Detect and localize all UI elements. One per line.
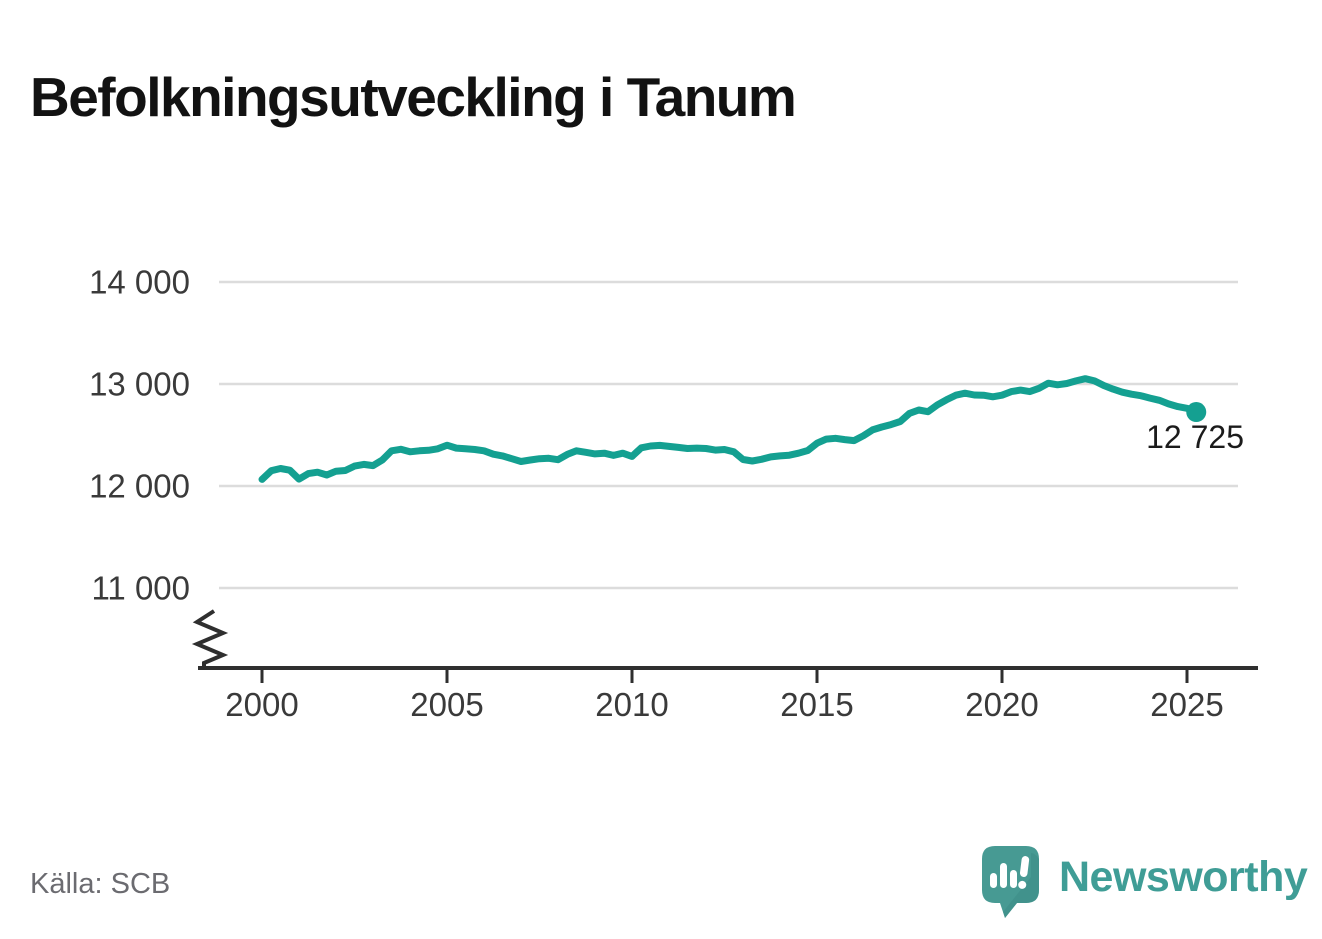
source-caption: Källa: SCB xyxy=(30,868,171,900)
newsworthy-logo: Newsworthy xyxy=(979,843,1308,923)
x-axis-tick-label: 2025 xyxy=(1150,686,1223,723)
y-axis-tick-label: 14 000 xyxy=(89,264,190,301)
logo-exclamation xyxy=(1018,856,1030,889)
newsworthy-wordmark: Newsworthy xyxy=(1059,852,1308,901)
population-line xyxy=(258,375,1200,483)
logo-bar-3 xyxy=(1010,870,1017,888)
logo-bar-1 xyxy=(990,873,997,888)
x-axis-tick-label: 2005 xyxy=(410,686,483,723)
y-axis-tick-label: 12 000 xyxy=(89,468,190,505)
axis-break-icon xyxy=(191,609,229,668)
x-axis-tick-label: 2010 xyxy=(595,686,668,723)
newsworthy-logo-mark-icon xyxy=(982,846,1039,918)
logo-bar-2 xyxy=(1000,863,1007,888)
y-axis-tick-label: 11 000 xyxy=(92,570,190,607)
series-end-value-label: 12 725 xyxy=(1146,419,1244,455)
page-title: Befolkningsutveckling i Tanum xyxy=(30,65,797,128)
x-axis-tick-label: 2000 xyxy=(225,686,298,723)
y-axis-tick-label: 13 000 xyxy=(89,366,190,403)
x-axis-tick-label: 2020 xyxy=(965,686,1038,723)
x-axis-tick-label: 2015 xyxy=(780,686,853,723)
series-end-dot xyxy=(1186,402,1207,423)
